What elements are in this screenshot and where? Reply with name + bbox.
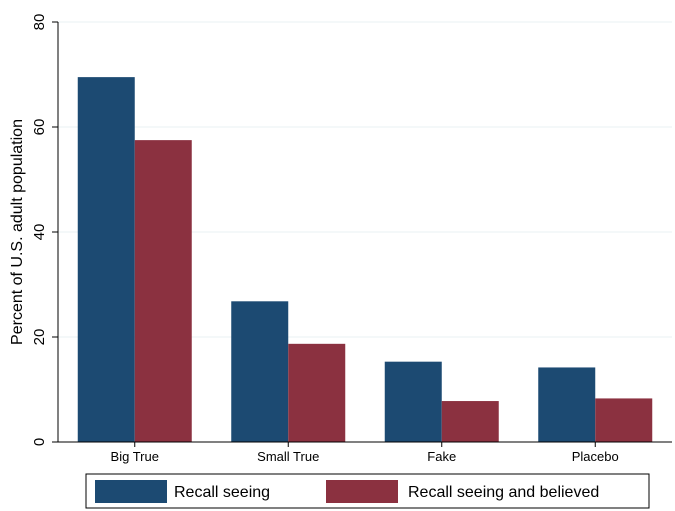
y-tick-label: 20 — [31, 329, 48, 346]
bar-big-true-series-1 — [77, 77, 135, 442]
bar-small-true-series-2 — [288, 343, 346, 442]
bar-placebo-series-1 — [538, 367, 596, 442]
x-tick-label: Big True — [111, 449, 159, 464]
y-axis-label: Percent of U.S. adult population — [9, 119, 26, 345]
y-tick-label: 60 — [31, 119, 48, 136]
legend-swatch — [326, 480, 398, 503]
legend-swatch — [95, 480, 167, 503]
bar-fake-series-1 — [384, 361, 442, 442]
bar-big-true-series-2 — [134, 140, 192, 442]
bar-placebo-series-2 — [595, 398, 653, 442]
bar-small-true-series-1 — [231, 301, 289, 442]
y-ticks: 0 20 40 60 80 — [31, 14, 58, 446]
y-tick-label: 80 — [31, 14, 48, 31]
x-tick-label: Placebo — [572, 449, 619, 464]
legend-label: Recall seeing — [174, 484, 270, 501]
bar-fake-series-2 — [441, 401, 499, 442]
x-tick-label: Small True — [257, 449, 319, 464]
y-tick-label: 0 — [31, 438, 48, 446]
y-tick-label: 40 — [31, 224, 48, 241]
bars — [77, 77, 653, 442]
x-tick-label: Fake — [427, 449, 456, 464]
legend-label: Recall seeing and believed — [408, 484, 599, 501]
legend: Recall seeing Recall seeing and believed — [85, 473, 650, 509]
x-ticks: Big True Small True Fake Placebo — [111, 442, 619, 464]
